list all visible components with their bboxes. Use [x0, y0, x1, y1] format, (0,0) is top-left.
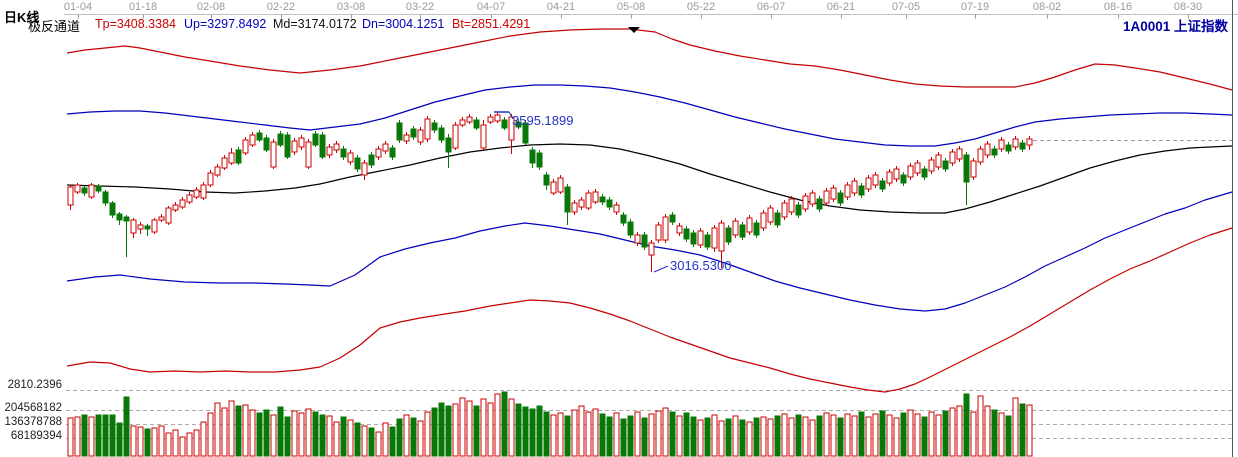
indicator-tp-value: Tp=3408.3384 [95, 17, 176, 31]
indicator-bt-value: Bt=2851.4291 [452, 17, 531, 31]
low-price-annotation: 3016.5300 [670, 258, 732, 273]
date-tick-label: 03-22 [405, 1, 435, 13]
date-tick-label: 07-05 [891, 1, 921, 13]
date-tick-label: 02-22 [266, 1, 296, 13]
indicator-up-value: Up=3297.8492 [184, 17, 267, 31]
date-tick-label: 06-21 [826, 1, 856, 13]
date-tick-label: 04-07 [476, 1, 506, 13]
date-tick-label: 01-18 [128, 1, 158, 13]
date-tick-label: 08-16 [1103, 1, 1133, 13]
date-tick-label: 08-30 [1173, 1, 1203, 13]
date-tick-label: 05-08 [616, 1, 646, 13]
indicator-name-label[interactable]: 极反通道 [28, 19, 81, 34]
volume-axis-label-1: 204568182 [4, 402, 62, 414]
price-axis-min-label: 2810.2396 [7, 379, 62, 391]
date-tick-label: 01-04 [63, 1, 93, 13]
volume-axis-label-3: 68189394 [10, 430, 62, 442]
volume-axis-label-2: 136378788 [4, 416, 62, 428]
date-tick-label: 06-07 [756, 1, 786, 13]
symbol-label[interactable]: 1A0001 上证指数 [1122, 19, 1228, 34]
date-tick-label: 04-21 [546, 1, 576, 13]
indicator-dn-value: Dn=3004.1251 [362, 17, 445, 31]
high-price-annotation: 3595.1899 [512, 113, 574, 128]
date-tick-label: 07-19 [960, 1, 990, 13]
date-tick-label: 05-22 [686, 1, 716, 13]
date-tick-label: 02-08 [196, 1, 226, 13]
date-tick-label: 03-08 [336, 1, 366, 13]
indicator-md-value: Md=3174.0172 [273, 17, 357, 31]
date-tick-label: 08-02 [1032, 1, 1062, 13]
period-label[interactable]: 日K线 [4, 10, 40, 25]
